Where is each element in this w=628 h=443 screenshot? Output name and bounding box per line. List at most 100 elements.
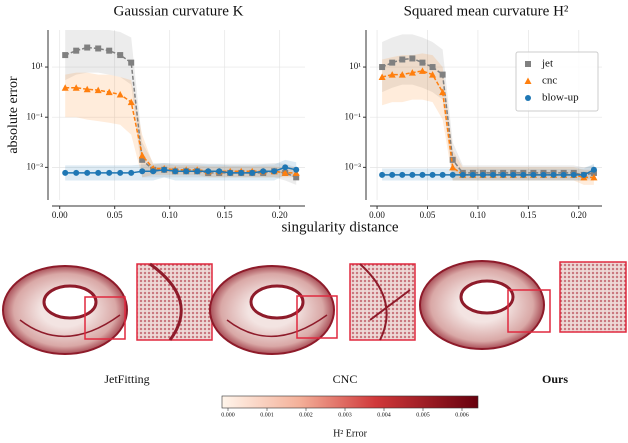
marker bbox=[418, 67, 426, 74]
y-tick-label: 10⁻¹ bbox=[345, 111, 362, 121]
y-tick-label: 10⁻³ bbox=[27, 161, 44, 171]
series-line bbox=[381, 57, 595, 176]
marker bbox=[227, 169, 234, 176]
y-tick-label: 10¹ bbox=[349, 61, 361, 71]
marker bbox=[419, 59, 426, 66]
x-tick-label: 0.20 bbox=[272, 210, 288, 220]
marker bbox=[590, 166, 597, 173]
error-band bbox=[65, 30, 297, 185]
marker bbox=[84, 44, 91, 51]
series-line bbox=[65, 166, 297, 174]
marker bbox=[429, 171, 436, 178]
marker bbox=[580, 171, 587, 178]
y-tick-label: 10⁻³ bbox=[345, 161, 362, 171]
marker bbox=[490, 171, 497, 178]
marker bbox=[117, 52, 124, 59]
marker bbox=[127, 98, 135, 106]
marker bbox=[105, 88, 113, 96]
marker bbox=[399, 171, 406, 178]
marker bbox=[282, 164, 289, 171]
x-tick-label: 0.05 bbox=[420, 210, 436, 220]
x-tick-label: 0.05 bbox=[107, 210, 123, 220]
marker bbox=[560, 171, 567, 178]
marker bbox=[510, 171, 517, 178]
marker bbox=[570, 171, 577, 178]
colorbar-tick-label: 0.006 bbox=[455, 412, 469, 418]
colorbar-tick-label: 0.003 bbox=[338, 412, 352, 418]
marker bbox=[439, 171, 446, 178]
x-tick-label: 0.10 bbox=[470, 210, 486, 220]
marker bbox=[183, 168, 190, 175]
marker bbox=[409, 171, 416, 178]
rendering-label: CNC bbox=[333, 372, 358, 386]
marker bbox=[540, 171, 547, 178]
marker bbox=[106, 169, 113, 176]
rendering-label: JetFitting bbox=[104, 372, 149, 386]
marker bbox=[500, 171, 507, 178]
marker bbox=[449, 163, 457, 171]
marker bbox=[429, 64, 436, 71]
torus-jet bbox=[2, 262, 213, 355]
error-band bbox=[382, 53, 594, 185]
legend-label: cnc bbox=[542, 75, 557, 87]
marker bbox=[161, 166, 168, 173]
colorbar-tick-label: 0.002 bbox=[299, 412, 313, 418]
marker bbox=[94, 86, 102, 94]
marker bbox=[409, 55, 416, 62]
marker bbox=[550, 171, 557, 178]
marker bbox=[590, 173, 598, 181]
marker bbox=[260, 168, 267, 175]
series-line bbox=[65, 86, 297, 174]
marker bbox=[83, 85, 91, 93]
marker bbox=[95, 169, 102, 176]
colorbar-tick-label: 0.000 bbox=[221, 412, 235, 418]
marker bbox=[194, 168, 201, 175]
marker bbox=[398, 71, 406, 78]
legend-marker bbox=[525, 61, 531, 67]
x-tick-label: 0.00 bbox=[369, 210, 385, 220]
colorbar-tick-label: 0.005 bbox=[416, 412, 430, 418]
marker bbox=[216, 168, 223, 175]
chart-title: Gaussian curvature K bbox=[114, 3, 244, 19]
marker bbox=[399, 56, 406, 63]
marker bbox=[449, 156, 456, 163]
x-tick-label: 0.00 bbox=[52, 210, 68, 220]
legend bbox=[515, 51, 599, 112]
marker bbox=[530, 171, 537, 178]
marker bbox=[73, 47, 80, 54]
marker bbox=[378, 73, 386, 81]
marker bbox=[379, 171, 386, 178]
marker bbox=[106, 47, 113, 54]
marker bbox=[293, 174, 300, 181]
marker bbox=[62, 52, 69, 59]
marker bbox=[389, 59, 396, 66]
marker bbox=[238, 169, 245, 176]
x-tick-label: 0.15 bbox=[520, 210, 536, 220]
marker bbox=[72, 84, 80, 91]
colorbar-label: H² Error bbox=[333, 428, 367, 439]
torus-ours bbox=[419, 260, 627, 350]
x-tick-label: 0.15 bbox=[217, 210, 233, 220]
legend-label: blow-up bbox=[542, 92, 579, 104]
y-axis-label: absolute error bbox=[6, 76, 21, 154]
legend-label: jet bbox=[541, 58, 553, 70]
torus-cnc bbox=[209, 263, 416, 355]
x-tick-label: 0.20 bbox=[571, 210, 587, 220]
marker bbox=[520, 171, 527, 178]
marker bbox=[469, 171, 476, 178]
marker bbox=[293, 166, 300, 173]
y-tick-label: 10¹ bbox=[31, 61, 43, 71]
colorbar-tick-label: 0.004 bbox=[377, 412, 391, 418]
marker bbox=[459, 171, 466, 178]
marker bbox=[439, 71, 446, 78]
marker bbox=[128, 59, 135, 66]
marker bbox=[95, 45, 102, 52]
marker bbox=[479, 171, 486, 178]
chart-title: Squared mean curvature H² bbox=[404, 3, 569, 19]
marker bbox=[139, 168, 146, 175]
marker bbox=[388, 71, 396, 78]
error-band bbox=[65, 72, 297, 178]
marker bbox=[439, 88, 447, 96]
legend-marker bbox=[524, 77, 532, 84]
